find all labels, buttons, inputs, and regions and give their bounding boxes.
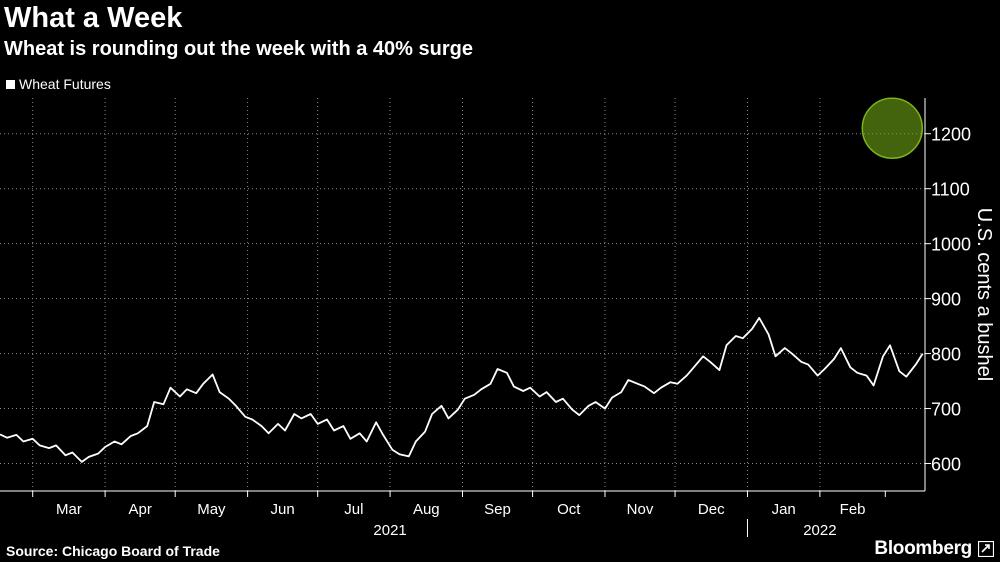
source-note: Source: Chicago Board of Trade: [6, 543, 220, 559]
x-month-label: Jul: [344, 501, 363, 518]
y-tick-label: 1000: [931, 235, 971, 255]
x-month-label: Feb: [840, 501, 866, 518]
x-month-label: Mar: [56, 501, 82, 518]
x-month-label: Jan: [772, 501, 796, 518]
series-line-wheat-futures: [0, 317, 924, 463]
x-month-label: May: [197, 501, 226, 518]
y-tick-label: 1200: [931, 125, 971, 145]
x-month-label: Apr: [128, 501, 151, 518]
bloomberg-logo-icon: [978, 541, 994, 557]
y-axis-title: U.S. cents a bushel: [973, 208, 995, 381]
y-tick-label: 1100: [931, 180, 970, 200]
x-year-label: 2022: [803, 522, 836, 539]
y-tick-label: 700: [931, 400, 961, 420]
x-year-label: 2021: [373, 522, 406, 539]
x-month-label: Oct: [557, 501, 581, 518]
legend: Wheat Futures: [6, 76, 111, 92]
chart-subtitle: Wheat is rounding out the week with a 40…: [4, 38, 473, 60]
legend-swatch: [6, 79, 15, 89]
brand-name: Bloomberg: [874, 538, 972, 559]
y-tick-label: 900: [931, 290, 961, 310]
chart-title: What a Week: [4, 2, 183, 34]
x-month-label: Dec: [698, 501, 725, 518]
y-tick-label: 600: [931, 455, 961, 475]
x-month-label: Nov: [627, 501, 654, 518]
x-month-label: Aug: [413, 501, 440, 518]
x-month-label: Jun: [271, 501, 295, 518]
x-month-label: Sep: [484, 501, 511, 518]
legend-label: Wheat Futures: [19, 76, 111, 92]
y-tick-label: 800: [931, 345, 961, 365]
highlight-circle: [861, 97, 924, 159]
